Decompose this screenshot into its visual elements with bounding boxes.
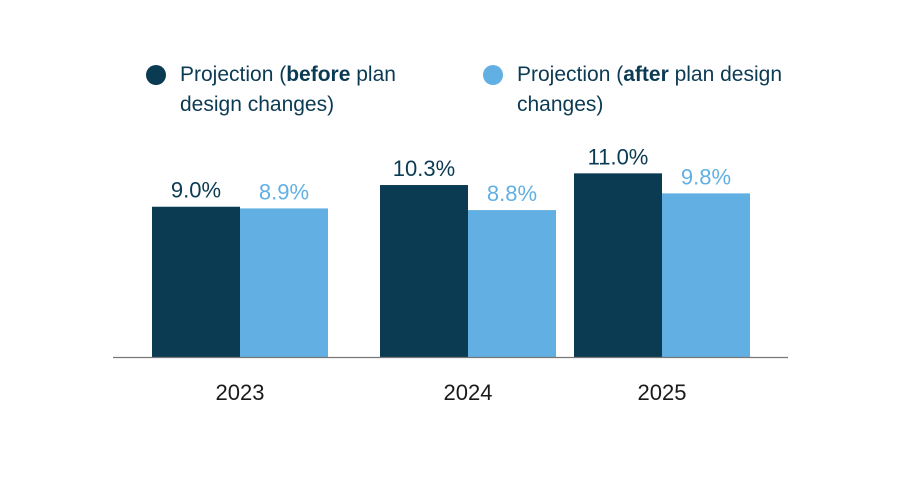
legend-label-before: Projection (before plan design changes) — [180, 63, 396, 116]
x-tick-label-2025: 2025 — [638, 380, 687, 405]
data-label-after-2024: 8.8% — [487, 181, 537, 206]
bar-after-2025 — [662, 193, 750, 357]
legend-label-after: Projection (after plan design changes) — [517, 63, 783, 116]
legend-item-before: Projection (before plan design changes) — [146, 60, 450, 120]
data-label-after-2023: 8.9% — [259, 179, 309, 204]
bar-after-2024 — [468, 210, 556, 357]
data-label-before-2023: 9.0% — [171, 178, 221, 203]
bar-before-2024 — [380, 185, 468, 357]
legend-swatch-before — [146, 65, 166, 85]
bar-after-2023 — [240, 208, 328, 357]
legend-item-after: Projection (after plan design changes) — [483, 60, 787, 120]
legend: Projection (before plan design changes) … — [146, 60, 787, 120]
x-tick-label-2024: 2024 — [444, 380, 493, 405]
x-tick-label-2023: 2023 — [216, 380, 265, 405]
data-label-after-2025: 9.8% — [681, 164, 731, 189]
bar-before-2025 — [574, 173, 662, 357]
bar-before-2023 — [152, 206, 240, 357]
data-label-before-2024: 10.3% — [393, 156, 455, 181]
data-label-before-2025: 11.0% — [588, 144, 649, 169]
legend-swatch-after — [483, 65, 503, 85]
